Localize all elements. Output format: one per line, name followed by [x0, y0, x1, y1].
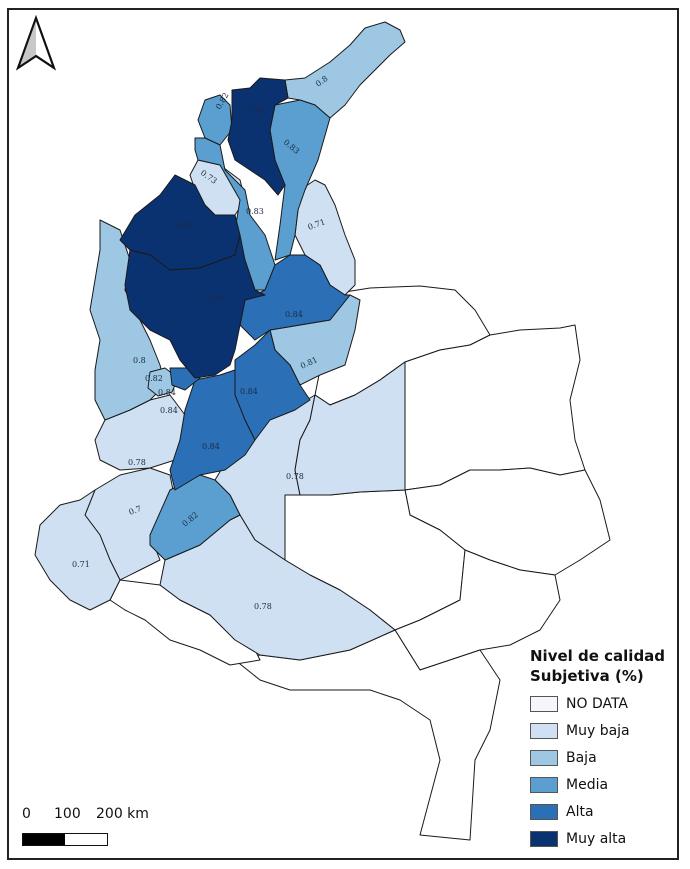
legend-label: Muy alta [566, 830, 627, 847]
label-quindio: 0.84 [160, 406, 178, 415]
label-antioquia: 0.86 [206, 294, 224, 303]
north-arrow-icon [16, 15, 56, 71]
label-risaralda: 0.82 [145, 374, 163, 383]
label-cauca: 0.7 [128, 504, 143, 517]
label-santander: 0.84 [285, 310, 303, 319]
legend-item-alta: Alta [530, 798, 665, 825]
region-atlantico[interactable] [197, 94, 233, 146]
region-tolima[interactable] [169, 369, 256, 491]
label-narino: 0.71 [72, 560, 90, 569]
region-amazonas[interactable] [234, 629, 501, 841]
alta-regions [169, 254, 351, 491]
label-bolivar: 0.83 [246, 207, 264, 216]
label-meta: 0.78 [286, 472, 304, 481]
label-caldas: 0.84 [158, 388, 176, 397]
region-huila[interactable] [149, 474, 241, 561]
legend-swatch [530, 695, 558, 712]
legend-swatch [530, 830, 558, 847]
legend-item-media: Media [530, 771, 665, 798]
label-cordoba: 0.86 [177, 221, 195, 230]
legend-label: Media [566, 776, 609, 793]
scale-label-0: 0 [22, 806, 31, 822]
muy-alta-regions [119, 77, 289, 379]
region-norte-santander[interactable] [294, 179, 356, 296]
media-regions [149, 94, 331, 561]
legend-item-muy-baja: Muy baja [530, 717, 665, 744]
label-caqueta: 0.78 [254, 602, 272, 611]
legend-title-line1: Nivel de calidad [530, 647, 666, 665]
map-legend: Nivel de calidad Subjetiva (%) NO DATA M… [530, 646, 665, 852]
scale-label-200: 200 km [96, 806, 149, 822]
legend-swatch [530, 776, 558, 793]
region-antioquia[interactable] [124, 234, 266, 379]
legend-swatch [530, 722, 558, 739]
legend-label: Muy baja [566, 722, 630, 739]
legend-label: Alta [566, 803, 594, 820]
legend-label: NO DATA [566, 695, 629, 712]
region-meta-east[interactable] [294, 361, 406, 496]
legend-label: Baja [566, 749, 597, 766]
scale-label-100: 100 [54, 806, 81, 822]
no-data-regions [109, 285, 611, 841]
region-magdalena[interactable] [227, 77, 289, 196]
scale-bar-graphic [22, 833, 108, 846]
legend-item-muy-alta: Muy alta [530, 825, 665, 852]
legend-item-no-data: NO DATA [530, 690, 665, 717]
legend-item-baja: Baja [530, 744, 665, 771]
scale-segment-white [65, 834, 107, 845]
legend-swatch [530, 749, 558, 766]
scale-bar: 0 100 200 km [22, 806, 202, 846]
region-narino[interactable] [34, 489, 121, 611]
legend-title-line2: Subjetiva (%) [530, 667, 644, 685]
region-vaupes[interactable] [394, 549, 561, 671]
label-cundinamarca: 0.84 [240, 387, 258, 396]
label-choco: 0.8 [133, 356, 146, 365]
label-magdalena: 0.85 [248, 106, 266, 115]
legend-swatch [530, 803, 558, 820]
label-valle: 0.78 [128, 458, 146, 467]
label-tolima: 0.84 [202, 442, 220, 451]
scale-segment-black [23, 834, 65, 845]
region-santander[interactable] [239, 254, 351, 341]
